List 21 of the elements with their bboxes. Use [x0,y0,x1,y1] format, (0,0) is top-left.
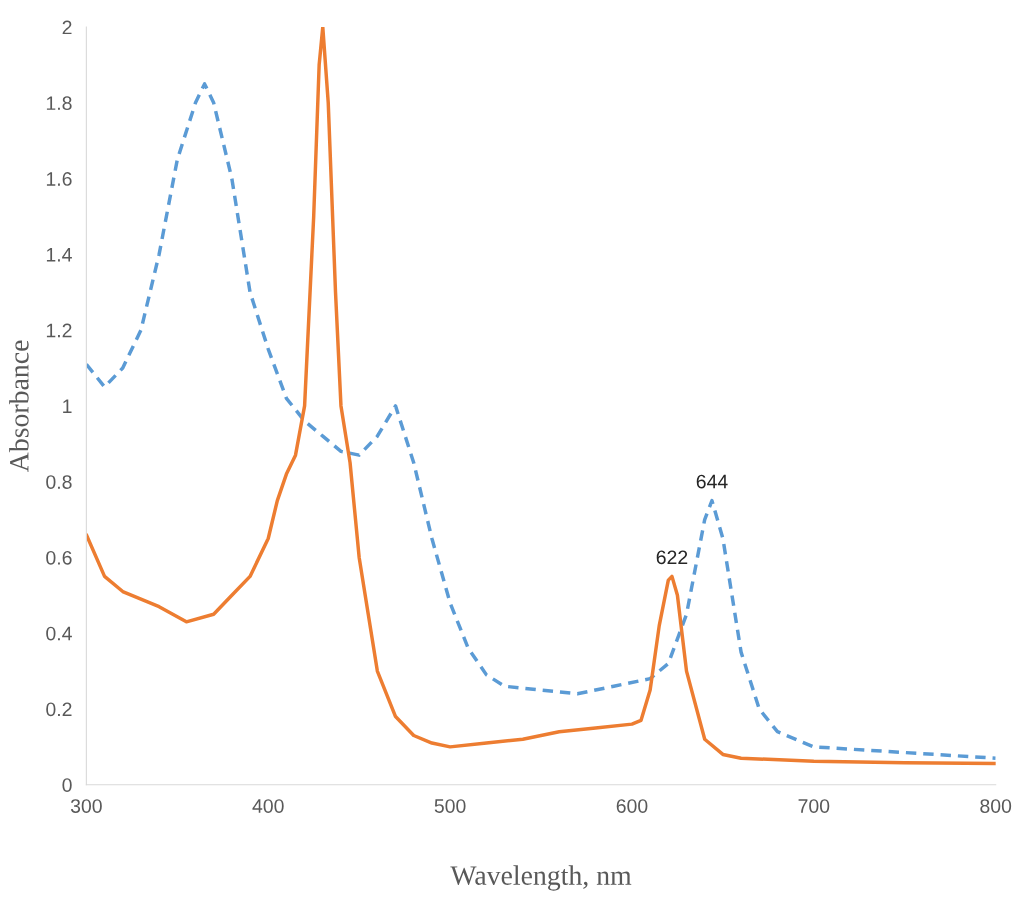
y-tick-label: 1.4 [46,248,72,262]
y-tick-label: 1.8 [46,96,72,111]
y-tick-label: 1.6 [46,172,72,186]
x-tick-label: 800 [980,799,1012,813]
x-axis-title: Wavelength, nm [450,865,632,891]
x-tick-label: 400 [252,799,284,813]
y-tick-label: 0.6 [46,550,72,565]
annotation: 644 [696,474,728,489]
x-tick-label: 300 [70,799,102,813]
x-tick-label: 700 [798,799,830,813]
y-tick-label: 0.2 [46,702,72,717]
y-tick-label: 0 [62,778,72,792]
y-tick-label: 1.2 [46,323,72,338]
x-tick-label: 500 [434,799,466,813]
y-tick-label: 0.4 [46,626,72,641]
x-tick-label: 600 [616,799,648,813]
y-tick-label: 2 [62,20,72,35]
y-tick-label: 0.8 [46,475,72,489]
annotation: 622 [656,550,688,565]
y-axis-title: Absorbance [9,340,29,472]
y-tick-label: 1 [63,399,72,413]
